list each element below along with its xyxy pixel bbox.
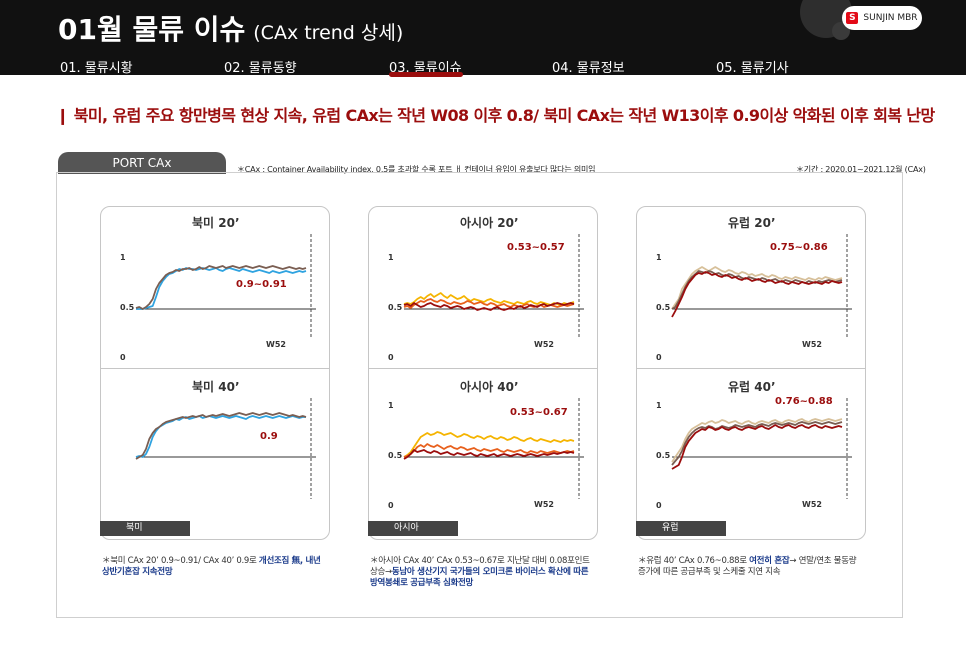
chart-card-2 (368, 206, 598, 540)
card-divider (636, 368, 865, 369)
active-nav-indicator (389, 72, 463, 77)
logo-text: SUNJIN MBR (863, 13, 918, 23)
series-line-2021 (671, 424, 843, 470)
series-line-2021 (135, 265, 307, 310)
region-footnote: ＊아시아 CAx 40’ CAx 0.53~0.67로 지난달 대비 0.08포… (370, 556, 598, 589)
series-line-2021 (135, 412, 307, 460)
region-label: 북미 (100, 521, 190, 536)
range-label: 0.9~0.91 (236, 279, 287, 290)
y-tick-label: 1 (388, 253, 394, 262)
region-label: 유럽 (636, 521, 726, 536)
nav-item-2[interactable]: 02. 물류동향 (224, 61, 297, 76)
page-title-main: 01월 물류 이슈 (58, 13, 246, 46)
series-line-2019 (671, 418, 843, 463)
series-line-2021 (403, 302, 575, 311)
range-label: 0.76~0.88 (775, 396, 833, 407)
range-label: 0.9 (260, 431, 278, 442)
range-label: 0.53~0.67 (510, 407, 568, 418)
y-tick-label: 0.5 (656, 451, 671, 460)
series-line-2020 (135, 415, 306, 458)
chart-title: 유럽 20’ (728, 216, 776, 230)
y-tick-label: 1 (120, 253, 126, 262)
header-bar: 01월 물류 이슈 (CAx trend 상세) S SUNJIN MBR 01. … (0, 0, 966, 76)
chart-title: 아시아 40’ (460, 380, 519, 394)
page-subtitle: (CAx trend 상세) (253, 22, 404, 44)
line-chart (403, 398, 584, 499)
series-line-2019 (671, 266, 843, 310)
region-footnote: ＊유럽 40’ CAx 0.76~0.88로 여전히 혼잡→ 연말/연초 물동량… (638, 556, 866, 578)
region-footnote: ＊북미 CAx 20’ 0.9~0.91/ CAx 40’ 0.9로 개선조짐 … (102, 556, 330, 578)
company-logo: S SUNJIN MBR (842, 6, 922, 30)
chart-title: 아시아 20’ (460, 216, 519, 230)
y-tick-label: 1 (388, 401, 394, 410)
footnote-segment: , 내년 상반기혼잡 지속전망 (102, 556, 321, 577)
nav-item-5[interactable]: 05. 물류기사 (716, 61, 789, 76)
y-tick-label: 0.5 (120, 303, 135, 312)
x-marker-label: W52 (802, 340, 822, 349)
footnote-segment: ＊유럽 40’ CAx 0.76~0.88로 (638, 556, 750, 566)
y-tick-label: 1 (656, 401, 662, 410)
y-tick-label: 1 (656, 253, 662, 262)
nav-item-4[interactable]: 04. 물류정보 (552, 61, 625, 76)
series-line-2019 (403, 292, 575, 306)
series-line-2020 (403, 298, 575, 309)
series-line-2021 (671, 271, 843, 318)
footnote-segment: ＊북미 CAx 20’ 0.9~0.91/ CAx 40’ 0.9로 (102, 556, 259, 566)
y-tick-label: 0.5 (388, 303, 403, 312)
section-tab: PORT CAx (58, 152, 226, 174)
x-marker-label: W52 (266, 340, 286, 349)
y-tick-label: 0 (388, 501, 394, 510)
section-frame (56, 172, 903, 618)
card-divider (368, 368, 597, 369)
chart-title: 북미 20’ (192, 216, 240, 230)
line-chart (671, 398, 852, 499)
line-chart (403, 234, 584, 339)
range-label: 0.53~0.57 (507, 242, 565, 253)
series-line-2020 (671, 421, 843, 466)
cax-definition-note: ＊CAx : Container Availability index, 0.5… (237, 165, 596, 174)
chart-card-1 (100, 206, 330, 540)
chart-card-3 (636, 206, 866, 540)
y-tick-label: 0 (388, 353, 394, 362)
line-chart (135, 398, 316, 499)
x-marker-label: W52 (534, 500, 554, 509)
logo-mark: S (846, 12, 859, 24)
x-marker-label: W52 (534, 340, 554, 349)
line-chart (671, 234, 852, 339)
footnote-segment: 동남아 생산기지 국가들의 오미크론 바이러스 확산에 따른 방역봉쇄로 공급부… (370, 567, 589, 588)
nav-item-1[interactable]: 01. 물류시황 (60, 61, 133, 76)
series-line-2019 (403, 431, 575, 458)
y-tick-label: 0.5 (388, 451, 403, 460)
chart-title: 유럽 40’ (728, 380, 776, 394)
nav-bar: 01. 물류시황 02. 물류동향 03. 물류이슈 04. 물류정보 05. … (0, 52, 966, 76)
page-title: 01월 물류 이슈 (CAx trend 상세) (58, 8, 403, 48)
y-tick-label: 0.5 (656, 303, 671, 312)
chart-title: 북미 40’ (192, 380, 240, 394)
series-line-2021 (403, 449, 575, 460)
series-line-2020 (671, 270, 843, 310)
series-line-2020 (136, 267, 307, 310)
footnote-segment: → 연말/연초 물동량 증가에 따른 공급부족 및 스케줄 지연 지속 (638, 556, 857, 577)
series-line-2020 (403, 443, 575, 458)
headline: ❙ 북미, 유럽 주요 항만병목 현상 지속, 유럽 CAx는 작년 W08 이… (56, 106, 935, 125)
x-marker-label: W52 (802, 500, 822, 509)
line-chart (135, 234, 316, 339)
card-divider (100, 368, 329, 369)
footnote-segment: 여전히 혼잡 (749, 556, 790, 566)
y-tick-label: 0 (656, 353, 662, 362)
period-note: ＊기간 : 2020.01~2021.12월 (CAx) (796, 165, 926, 174)
y-tick-label: 0 (120, 353, 126, 362)
footnote-segment: ＊아시아 CAx 40’ CAx 0.53~0.67로 지난달 대비 0.08포… (370, 556, 590, 577)
footnote-segment: 개선조짐 無 (258, 556, 300, 566)
y-tick-label: 0 (656, 501, 662, 510)
region-label: 아시아 (368, 521, 458, 536)
range-label: 0.75~0.86 (770, 242, 828, 253)
